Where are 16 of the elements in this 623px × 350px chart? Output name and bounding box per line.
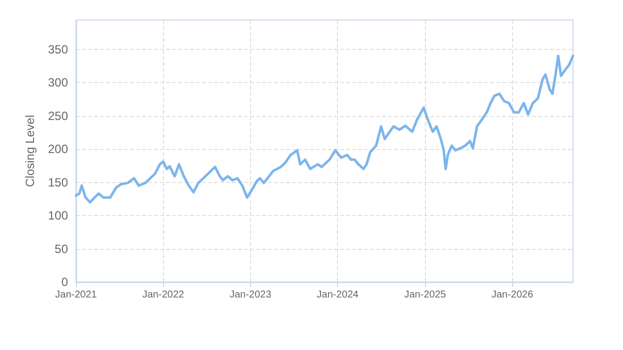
x-tick-label: Jan-2024	[316, 290, 359, 300]
x-tick-label: Jan-2023	[230, 290, 272, 300]
x-tick-label: Jan-2025	[404, 290, 446, 300]
x-tick-label: Jan-2022	[142, 290, 184, 300]
y-tick-label: 100	[48, 208, 68, 223]
y-tick-label: 50	[54, 242, 68, 256]
x-tick-label: Jan-2021	[55, 290, 98, 300]
y-tick-label: 350	[48, 42, 68, 56]
y-tick-label: 250	[48, 108, 68, 123]
y-tick-label: 200	[48, 142, 68, 156]
line-series	[74, 54, 574, 204]
x-tick-label: Jan-2026	[491, 290, 534, 300]
y-axis-title: Closing Level	[23, 114, 37, 188]
y-tick-label: 0	[61, 275, 68, 289]
y-tick-label: 300	[48, 76, 68, 90]
y-tick-label: 150	[48, 175, 68, 190]
